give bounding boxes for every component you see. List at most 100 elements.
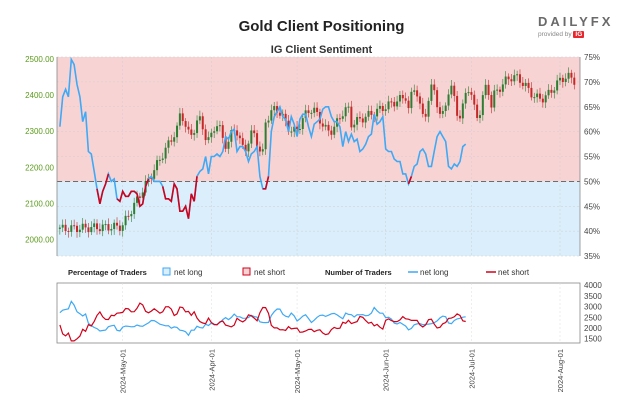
right-axis-tick-label: 50% [584, 177, 600, 186]
candle-body [501, 84, 504, 92]
candle-body [184, 121, 187, 127]
candle-body [347, 106, 350, 108]
candle-body [216, 126, 219, 132]
candle-body [73, 225, 76, 227]
traders-axis-tick-label: 1500 [584, 335, 602, 344]
candle-body [498, 89, 501, 92]
candle-body [84, 223, 87, 228]
candle-body [381, 105, 384, 112]
right-axis-tick-label: 75% [584, 53, 600, 62]
candle-body [298, 128, 301, 130]
candle-body [370, 110, 373, 115]
candle-body [64, 224, 67, 231]
candle-body [230, 130, 233, 142]
candle-body [133, 202, 136, 215]
candle-body [453, 85, 456, 96]
candle-body [413, 90, 416, 92]
x-axis-tick-label: 2024-Jul-01 [467, 349, 476, 389]
candle-body [418, 96, 421, 104]
traders-axis-tick-label: 3500 [584, 292, 602, 301]
x-axis-tick-label: 2024-Jun-01 [382, 349, 391, 391]
candle-body [424, 113, 427, 117]
candle-body [241, 138, 244, 145]
traders-axis-tick-label: 2500 [584, 313, 602, 322]
traders-axis-tick-label: 4000 [584, 281, 602, 290]
candle-body [316, 107, 319, 112]
candle-body [101, 224, 104, 232]
candle-body [170, 140, 173, 142]
candle-body [553, 90, 556, 93]
candle-body [524, 82, 527, 86]
candle-body [256, 133, 259, 147]
candle-body [261, 149, 264, 152]
candle-body [93, 223, 96, 228]
candle-body [141, 192, 144, 198]
candle-body [250, 130, 253, 144]
left-axis-tick-label: 2000.00 [25, 236, 54, 245]
candle-body [407, 100, 410, 109]
candle-body [487, 84, 490, 95]
candle-body [264, 122, 267, 150]
legend-net-short-swatch [242, 267, 251, 276]
candle-body [478, 115, 481, 118]
traders-panel-frame [56, 282, 581, 344]
ig-badge: IG [573, 31, 585, 38]
candle-body [193, 133, 196, 135]
candle-body [344, 107, 347, 117]
candle-body [556, 80, 559, 91]
left-axis-tick-label: 2500.00 [25, 55, 54, 64]
candle-body [201, 116, 204, 130]
left-axis-tick-label: 2100.00 [25, 200, 54, 209]
candle-body [361, 118, 364, 123]
candle-body [536, 93, 539, 98]
candle-body [210, 132, 213, 138]
right-axis-tick-label: 55% [584, 153, 600, 162]
candle-body [396, 101, 399, 107]
right-axis-tick-label: 70% [584, 78, 600, 87]
candle-body [121, 225, 124, 231]
candle-body [58, 227, 61, 229]
candle-body [358, 117, 361, 119]
candle-body [124, 215, 127, 226]
candle-body [278, 112, 281, 116]
candle-body [156, 160, 159, 171]
candle-body [118, 225, 121, 231]
candle-body [293, 126, 296, 132]
candle-body [416, 90, 419, 97]
logo-text: DAILYFX [538, 14, 614, 29]
candle-body [378, 105, 381, 109]
candle-body [284, 113, 287, 121]
candle-body [127, 215, 130, 217]
candle-body [110, 229, 113, 231]
traders-net-short-line [59, 302, 466, 342]
candle-body [353, 124, 356, 128]
candle-body [61, 224, 64, 228]
legend-num-long-label: net long [420, 268, 448, 277]
net-short-line [96, 173, 413, 219]
candle-body [507, 76, 510, 80]
candle-body [350, 106, 353, 128]
candle-body [296, 126, 299, 130]
candle-body [290, 131, 293, 133]
candle-body [204, 129, 207, 141]
candle-body [113, 222, 116, 230]
candle-body [561, 77, 564, 83]
candle-body [467, 92, 470, 94]
candle-body [518, 74, 521, 83]
candle-body [504, 76, 507, 85]
candle-body [138, 196, 141, 198]
candle-body [327, 124, 330, 131]
candle-body [313, 107, 316, 113]
candle-body [476, 104, 479, 118]
left-axis-tick-label: 2400.00 [25, 91, 54, 100]
candle-body [167, 140, 170, 148]
candle-body [253, 130, 256, 134]
candle-body [158, 159, 161, 161]
traders-net-long-line [59, 300, 466, 337]
candle-body [527, 82, 530, 88]
candle-body [287, 120, 290, 132]
candle-body [238, 135, 241, 139]
candle-body [76, 225, 79, 233]
candle-body [356, 117, 359, 125]
candle-body [387, 101, 390, 110]
